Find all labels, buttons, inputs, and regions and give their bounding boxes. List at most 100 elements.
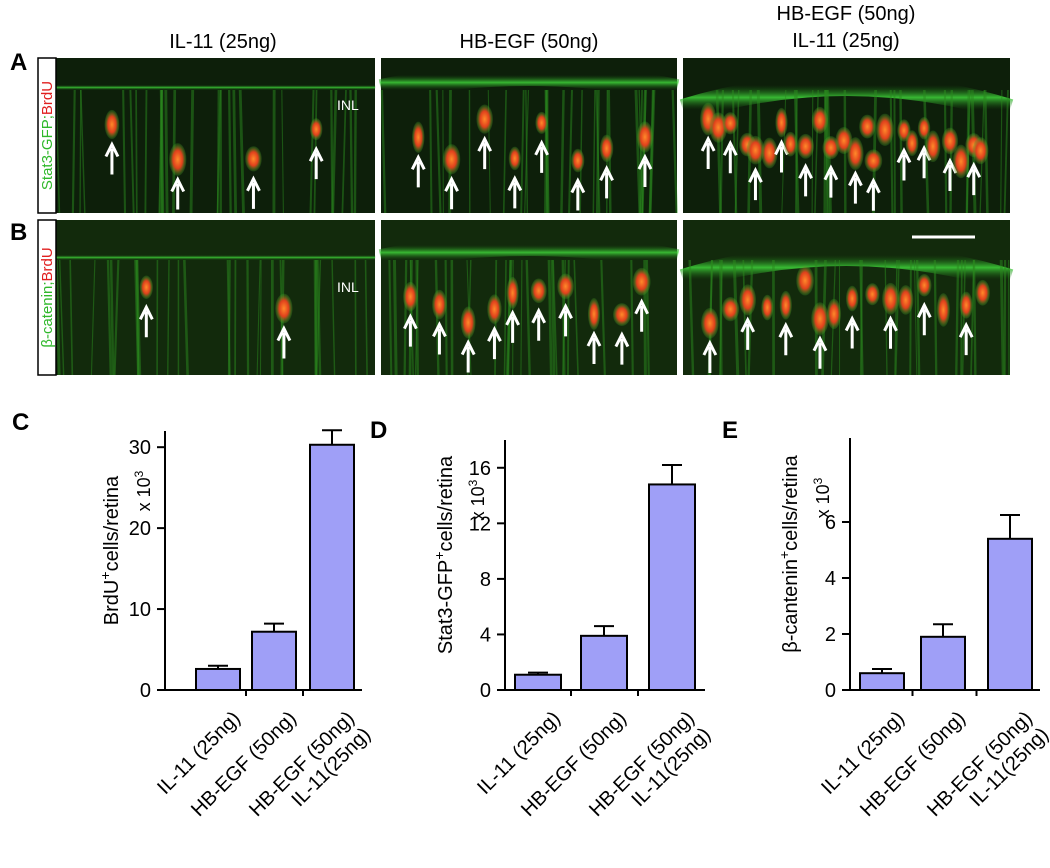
- fiber: [309, 89, 315, 214]
- labeled-cell: [721, 297, 740, 322]
- column-title: HB-EGF (50ng): [777, 3, 916, 25]
- fiber: [435, 89, 442, 214]
- y-axis-label-part: +: [431, 551, 447, 559]
- panel-letter: A: [10, 49, 27, 76]
- labeled-cell: [245, 146, 262, 172]
- fiber: [793, 89, 800, 214]
- arrow: [246, 175, 261, 209]
- fiber: [734, 89, 740, 214]
- arrow: [444, 175, 459, 210]
- labeled-cell: [746, 135, 765, 165]
- panel-letter: D: [370, 417, 387, 444]
- fiber: [524, 89, 530, 214]
- labeled-cell: [864, 149, 883, 173]
- layer-label: INL: [337, 279, 359, 295]
- y-axis-label-part: +: [97, 571, 113, 579]
- tissue-layer: [679, 244, 1014, 291]
- fiber: [259, 259, 262, 376]
- labeled-cell: [613, 303, 631, 327]
- arrow: [403, 313, 418, 347]
- fiber: [58, 259, 65, 376]
- fiber: [388, 259, 393, 376]
- y-axis-label-part: BrdU: [101, 580, 123, 626]
- fiber: [349, 89, 354, 214]
- y-axis-label-part: cells/retina: [435, 455, 457, 551]
- y-tick-label: 2: [825, 624, 836, 646]
- bar: [195, 667, 241, 691]
- y-axis-label-part: +: [776, 551, 792, 559]
- fiber: [550, 259, 556, 376]
- y-axis-unit-part: x 10: [134, 477, 154, 511]
- arrow: [844, 315, 860, 349]
- row-label-part: BrdU: [39, 81, 56, 115]
- labeled-cell: [636, 121, 653, 153]
- labeled-cell: [722, 112, 739, 135]
- y-axis-unit: x 103: [132, 470, 154, 511]
- arrow: [637, 153, 653, 188]
- fiber: [122, 89, 127, 214]
- arrow: [410, 153, 426, 188]
- y-axis-unit-part: 3: [132, 470, 146, 477]
- fiber: [634, 89, 642, 214]
- labeled-cell: [783, 131, 798, 157]
- fiber: [688, 259, 695, 376]
- fiber: [1000, 89, 1003, 214]
- labeled-cell: [571, 148, 585, 173]
- fiber: [129, 89, 135, 214]
- row-label: β-catenin;BrdU: [39, 247, 56, 347]
- fiber: [106, 259, 112, 376]
- labeled-cell: [309, 118, 323, 141]
- bar: [309, 443, 355, 691]
- layer-label: INL: [337, 97, 359, 113]
- labeled-cell: [847, 137, 864, 171]
- tissue-layer: [55, 74, 376, 101]
- fiber: [909, 259, 912, 376]
- fiber: [742, 259, 747, 376]
- y-tick-label: 4: [480, 624, 491, 646]
- arrow: [586, 330, 602, 365]
- fiber: [109, 259, 115, 376]
- fiber: [503, 259, 507, 376]
- arrow: [883, 315, 898, 349]
- y-tick-label: 0: [140, 680, 151, 702]
- y-axis-unit: x 103: [466, 479, 488, 520]
- fiber: [69, 259, 74, 376]
- y-axis-label-part: cells/retina: [101, 475, 123, 571]
- fiber: [894, 259, 898, 376]
- labeled-cell: [104, 109, 120, 140]
- y-tick-label: 0: [825, 680, 836, 702]
- column-title: HB-EGF (50ng): [460, 31, 599, 53]
- fiber: [502, 89, 507, 214]
- y-axis-label: BrdU+cells/retina: [97, 475, 123, 625]
- fiber: [444, 259, 448, 376]
- labeled-cell: [897, 285, 914, 315]
- arrow: [138, 303, 154, 338]
- fiber: [256, 259, 261, 376]
- fiber: [638, 89, 644, 214]
- fiber: [90, 259, 96, 376]
- labeled-cell: [535, 111, 548, 134]
- labeled-cell: [701, 307, 719, 339]
- fiber: [972, 259, 977, 376]
- labeled-cell: [557, 273, 574, 300]
- bar: [514, 673, 562, 692]
- fiber: [403, 259, 408, 376]
- arrow: [487, 325, 502, 360]
- row-label-box: [37, 57, 57, 214]
- fiber: [380, 89, 387, 214]
- bar: [648, 483, 696, 692]
- labeled-cell: [876, 113, 894, 147]
- fiber: [189, 89, 195, 214]
- y-axis-unit-part: 3: [811, 477, 825, 484]
- labeled-cell: [822, 136, 840, 160]
- labeled-cell: [865, 283, 880, 306]
- labeled-cell: [442, 144, 461, 175]
- y-tick-label: 30: [129, 437, 151, 459]
- y-axis-unit: x 103: [811, 477, 833, 518]
- micrograph: [679, 58, 1014, 214]
- panel-letter: B: [10, 219, 27, 246]
- arrow: [507, 175, 523, 209]
- fiber: [353, 89, 357, 214]
- fiber: [955, 259, 960, 376]
- fiber: [747, 259, 754, 376]
